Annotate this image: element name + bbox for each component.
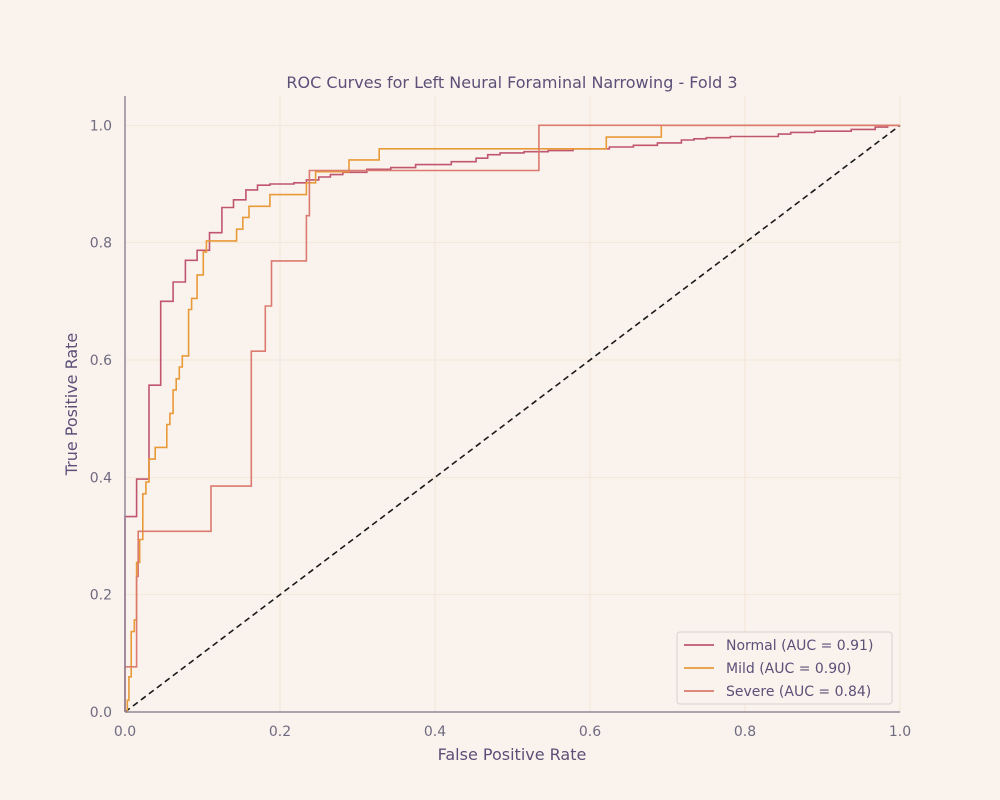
y-tick-label: 0.6 [90, 353, 112, 369]
x-tick-label: 0.4 [424, 724, 446, 740]
legend: Normal (AUC = 0.91) Mild (AUC = 0.90) Seve… [676, 631, 893, 705]
y-tick-label: 0.0 [90, 705, 112, 721]
x-tick-label: 1.0 [889, 724, 911, 740]
x-tick-labels: 0.0 0.2 0.4 0.6 0.8 1.0 [114, 724, 911, 740]
x-tick-label: 0.8 [734, 724, 756, 740]
y-tick-label: 1.0 [90, 118, 112, 134]
chart-title: ROC Curves for Left Neural Foraminal Nar… [286, 73, 737, 92]
roc-series-group [124, 124, 900, 713]
y-axis-label: True Positive Rate [62, 333, 81, 477]
x-tick-label: 0.6 [579, 724, 601, 740]
legend-label-mild: Mild (AUC = 0.90) [726, 661, 852, 677]
legend-label-normal: Normal (AUC = 0.91) [726, 638, 873, 654]
x-tick-label: 0.0 [114, 724, 136, 740]
y-tick-label: 0.4 [90, 470, 112, 486]
axes [124, 96, 900, 713]
x-axis-label: False Positive Rate [438, 745, 587, 764]
roc-curve-normal [124, 124, 900, 712]
legend-box [676, 631, 893, 705]
y-tick-label: 0.2 [90, 588, 112, 604]
y-tick-label: 0.8 [90, 236, 112, 252]
roc-curve-severe [124, 124, 900, 712]
legend-label-severe: Severe (AUC = 0.84) [726, 684, 871, 700]
y-tick-labels: 0.0 0.2 0.4 0.6 0.8 1.0 [90, 118, 112, 721]
chance-diagonal-line [124, 124, 901, 713]
x-tick-label: 0.2 [269, 724, 291, 740]
grid-lines [124, 96, 901, 713]
